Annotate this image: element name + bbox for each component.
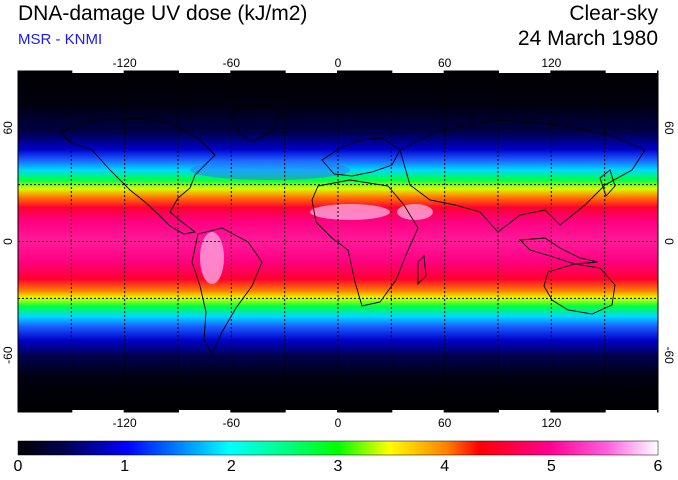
- bottom-lon-tick-label: 60: [438, 416, 452, 430]
- top-lon-tick-label: 0: [335, 56, 342, 70]
- europe-outline: [321, 137, 401, 177]
- madagascar-outline: [417, 255, 427, 286]
- north-america-outline: [59, 117, 216, 235]
- arabia-high-dose: [397, 204, 433, 220]
- colorbar: [17, 440, 659, 456]
- top-frame-bar: [605, 70, 657, 73]
- colorbar-tick-label: 2: [226, 458, 236, 475]
- colorbar-tick-label: 1: [120, 458, 130, 475]
- bottom-frame-bar: [179, 410, 231, 413]
- top-lon-tick-label: -120: [113, 56, 137, 70]
- bottom-lon-tick-label: 0: [335, 416, 342, 430]
- colorbar-tick-label: 5: [546, 458, 556, 475]
- greenland-outline: [229, 103, 283, 143]
- top-lon-tick-label: -60: [223, 56, 241, 70]
- bottom-frame-bar: [499, 410, 551, 413]
- sky-condition: Clear-sky: [569, 2, 658, 25]
- asia-outline: [399, 119, 646, 233]
- andes-high-dose: [200, 232, 224, 284]
- map-title: DNA-damage UV dose (kJ/m2): [18, 2, 308, 25]
- top-lon-tick-label: 120: [541, 56, 561, 70]
- right-lat-tick-label: 0: [662, 238, 676, 245]
- top-frame-bar: [72, 70, 124, 73]
- australia-outline: [543, 263, 616, 315]
- japan-outline: [599, 169, 616, 197]
- top-frame-bar: [285, 70, 337, 73]
- bottom-frame-bar: [285, 410, 337, 413]
- top-frame-bar: [499, 70, 551, 73]
- atlantic-low-dose: [190, 160, 350, 180]
- colorbar-tick-label: 4: [440, 458, 450, 475]
- left-lat-tick-label: -60: [1, 346, 15, 364]
- antarctica-outline: [18, 387, 658, 393]
- right-lat-tick-label: -60: [662, 346, 676, 364]
- bottom-frame-bar: [72, 410, 124, 413]
- right-lat-tick-label: 60: [662, 121, 676, 135]
- map-date: 24 March 1980: [517, 27, 658, 50]
- left-lat-tick-label: 0: [1, 238, 15, 245]
- bottom-lon-tick-label: -120: [113, 416, 137, 430]
- map-gridlines: [18, 71, 658, 412]
- bottom-lon-tick-label: 120: [541, 416, 561, 430]
- top-lon-tick-label: 60: [438, 56, 452, 70]
- coastlines: [18, 103, 658, 393]
- map-source: MSR - KNMI: [18, 31, 103, 48]
- bottom-lon-tick-label: -60: [223, 416, 241, 430]
- tick-labels: -120 -120 -60 -60 0 0 60 60 120 120 60 60 0 0 -60 -60: [1, 56, 676, 430]
- frame-bars: [72, 70, 657, 413]
- bottom-frame-bar: [605, 410, 657, 413]
- map-frame: [17, 70, 659, 413]
- bottom-frame-bar: [392, 410, 444, 413]
- colorbar-tick-label: 0: [13, 458, 23, 475]
- top-frame-bar: [392, 70, 444, 73]
- africa-outline: [311, 179, 419, 307]
- colorbar-tick-label: 3: [333, 458, 343, 475]
- sahara-high-dose: [310, 204, 390, 220]
- colorbar-tick-label: 6: [653, 458, 663, 475]
- top-frame-bar: [179, 70, 231, 73]
- left-lat-tick-label: 60: [1, 121, 15, 135]
